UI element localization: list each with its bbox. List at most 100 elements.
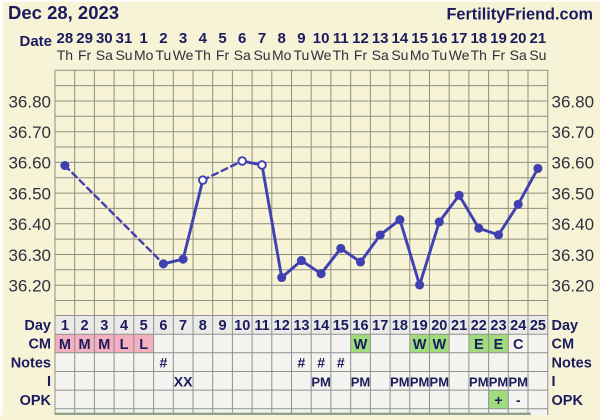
svg-text:M: M [98,337,110,353]
svg-text:CM: CM [28,337,51,353]
svg-text:13: 13 [293,318,309,334]
svg-text:Fr: Fr [492,47,506,63]
svg-text:Day: Day [24,318,51,334]
svg-text:3: 3 [179,30,187,47]
svg-text:12: 12 [352,30,369,47]
svg-text:12: 12 [274,318,290,334]
svg-text:5: 5 [140,318,148,334]
svg-text:E: E [494,337,504,353]
svg-text:Su: Su [391,47,408,63]
svg-text:#: # [160,355,168,371]
svg-text:36.40: 36.40 [552,215,595,234]
svg-text:36.20: 36.20 [552,277,595,296]
svg-text:16: 16 [431,30,448,47]
svg-text:PM: PM [390,374,410,389]
svg-text:25: 25 [530,318,546,334]
svg-text:Fr: Fr [78,47,92,63]
svg-text:W: W [354,337,368,353]
svg-text:8: 8 [199,318,207,334]
svg-text:36.70: 36.70 [8,123,51,142]
svg-text:W: W [413,337,427,353]
svg-text:OPK: OPK [552,393,584,409]
svg-text:-: - [516,392,521,408]
svg-text:Mo: Mo [410,47,430,63]
svg-text:E: E [474,337,484,353]
svg-text:17: 17 [372,318,388,334]
svg-text:36.80: 36.80 [552,92,595,111]
svg-text:Dec 28, 2023: Dec 28, 2023 [8,2,119,23]
svg-text:21: 21 [530,30,547,47]
svg-text:36.30: 36.30 [552,246,595,265]
svg-text:Th: Th [57,47,73,63]
svg-text:31: 31 [116,30,133,47]
svg-text:PM: PM [508,374,528,389]
svg-text:20: 20 [431,318,447,334]
svg-text:36.20: 36.20 [8,277,51,296]
svg-text:24: 24 [510,318,526,334]
svg-text:OPK: OPK [20,393,52,409]
svg-text:11: 11 [333,30,349,47]
svg-text:36.30: 36.30 [8,246,51,265]
svg-text:36.50: 36.50 [8,184,51,203]
svg-text:6: 6 [159,318,167,334]
svg-text:4: 4 [199,30,208,47]
svg-text:Notes: Notes [552,355,592,371]
svg-text:14: 14 [392,30,409,47]
svg-text:18: 18 [392,318,408,334]
svg-text:PM: PM [311,374,331,389]
svg-text:L: L [120,337,129,353]
svg-text:18: 18 [470,30,487,47]
svg-text:Tu: Tu [293,47,309,63]
svg-text:1: 1 [61,318,69,334]
svg-text:Sa: Sa [372,47,389,63]
svg-text:20: 20 [510,30,527,47]
svg-text:Sa: Sa [96,47,113,63]
svg-text:7: 7 [179,318,187,334]
svg-text:We: We [449,47,470,63]
svg-text:Date: Date [19,33,52,50]
svg-text:17: 17 [451,30,468,47]
svg-text:M: M [79,337,91,353]
svg-text:8: 8 [278,30,286,47]
svg-text:21: 21 [451,318,467,334]
svg-text:29: 29 [76,30,93,47]
svg-text:Sa: Sa [510,47,527,63]
svg-text:16: 16 [352,318,368,334]
svg-text:13: 13 [372,30,389,47]
svg-text:Notes: Notes [11,355,51,371]
svg-text:2: 2 [159,30,167,47]
svg-text:Sa: Sa [234,47,251,63]
svg-text:Tu: Tu [431,47,447,63]
svg-text:36.60: 36.60 [552,154,595,173]
svg-text:19: 19 [490,30,507,47]
svg-text:Mo: Mo [134,47,154,63]
svg-text:PM: PM [410,374,430,389]
svg-text:10: 10 [234,318,250,334]
svg-text:23: 23 [490,318,506,334]
svg-text:36.60: 36.60 [8,154,51,173]
svg-text:Day: Day [552,318,579,334]
svg-text:We: We [311,47,332,63]
svg-text:PM: PM [469,374,489,389]
svg-text:15: 15 [411,30,428,47]
svg-text:36.50: 36.50 [552,184,595,203]
svg-text:Th: Th [333,47,349,63]
svg-text:5: 5 [218,30,226,47]
svg-text:PM: PM [489,374,509,389]
svg-text:#: # [317,355,325,371]
svg-text:36.80: 36.80 [8,92,51,111]
svg-text:Su: Su [529,47,546,63]
svg-text:1: 1 [140,30,148,47]
svg-text:Th: Th [195,47,211,63]
svg-text:L: L [139,337,148,353]
svg-text:CM: CM [552,337,575,353]
svg-text:Th: Th [471,47,487,63]
svg-text:PM: PM [351,374,371,389]
svg-text:22: 22 [471,318,487,334]
svg-text:14: 14 [313,318,329,334]
svg-text:#: # [337,355,345,371]
svg-text:I: I [47,374,51,390]
svg-text:W: W [432,337,446,353]
svg-text:Tu: Tu [155,47,171,63]
svg-text:XX: XX [174,373,193,389]
